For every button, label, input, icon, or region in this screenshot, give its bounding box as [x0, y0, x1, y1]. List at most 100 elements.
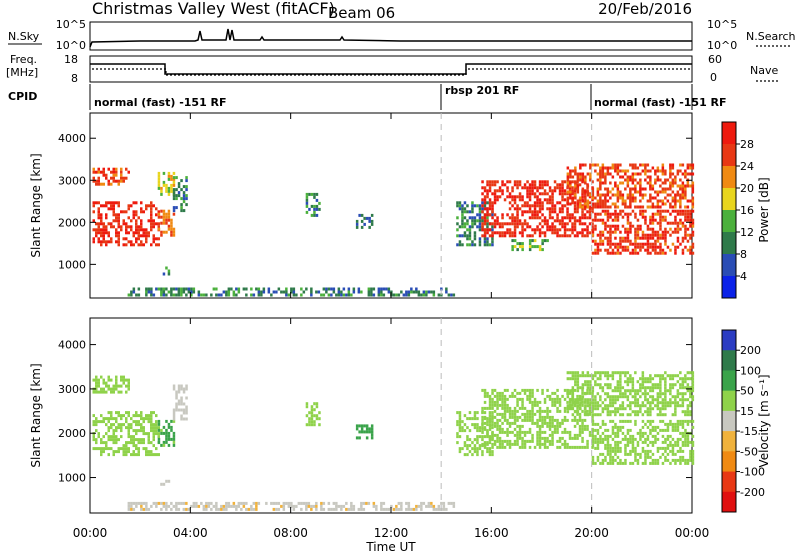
echo-cell	[120, 417, 123, 421]
echo-cell	[137, 287, 141, 291]
echo-cell	[681, 181, 685, 185]
echo-cell	[619, 413, 622, 417]
echo-cell	[127, 378, 130, 382]
echo-cell	[634, 212, 637, 216]
echo-cell	[679, 431, 682, 435]
echo-cell	[676, 401, 680, 405]
echo-cell	[105, 213, 108, 217]
echo-cell	[556, 213, 559, 217]
echo-cell	[182, 185, 186, 189]
echo-cell	[664, 458, 667, 462]
echo-cell	[679, 458, 682, 462]
echo-cell	[616, 245, 620, 249]
echo-cell	[222, 290, 226, 294]
echo-cell	[491, 180, 494, 184]
echo-cell	[147, 234, 150, 238]
echo-cell	[676, 227, 680, 231]
echo-cell	[636, 431, 640, 435]
echo-cell	[616, 218, 620, 222]
echo-cell	[536, 216, 539, 220]
echo-cell	[619, 209, 622, 213]
echo-cell	[115, 426, 118, 430]
echo-cell	[574, 184, 577, 188]
echo-cell	[543, 400, 547, 404]
echo-cell	[594, 224, 597, 228]
echo-cell	[649, 410, 652, 414]
echo-cell	[466, 222, 469, 226]
echo-cell	[538, 234, 542, 238]
echo-cell	[606, 172, 610, 176]
echo-cell	[237, 290, 241, 294]
echo-cell	[684, 419, 687, 423]
echo-cell	[644, 458, 647, 462]
echo-cell	[175, 293, 178, 297]
echo-cell	[140, 411, 143, 415]
echo-cell	[611, 218, 615, 222]
echo-cell	[225, 501, 228, 505]
echo-cell	[357, 287, 361, 291]
echo-cell	[659, 224, 662, 228]
echo-cell	[115, 384, 118, 388]
echo-cell	[458, 426, 462, 430]
colorbar-tick-label: 28	[740, 138, 754, 151]
echo-cell	[589, 386, 592, 390]
echo-cell	[656, 209, 660, 213]
echo-cell	[596, 443, 600, 447]
echo-cell	[676, 425, 680, 429]
echo-cell	[631, 377, 635, 381]
echo-cell	[370, 290, 373, 294]
echo-cell	[531, 388, 534, 392]
echo-cell	[651, 242, 655, 246]
echo-region	[172, 384, 188, 421]
echo-cell	[476, 426, 479, 430]
echo-cell	[586, 404, 590, 408]
echo-cell	[634, 419, 637, 423]
echo-cell	[105, 423, 108, 427]
echo-cell	[661, 434, 665, 438]
echo-cell	[538, 201, 542, 205]
echo-cell	[664, 398, 667, 402]
echo-cell	[571, 213, 574, 217]
echo-cell	[491, 414, 494, 418]
echo-cell	[546, 192, 549, 196]
echo-cell	[458, 450, 462, 454]
echo-cell	[676, 389, 680, 393]
echo-cell	[516, 210, 519, 214]
echo-cell	[142, 231, 145, 235]
echo-cell	[563, 439, 567, 443]
echo-cell	[626, 245, 630, 249]
echo-cell	[110, 222, 113, 226]
echo-cell	[140, 225, 143, 229]
echo-cell	[483, 234, 487, 238]
echo-cell	[300, 293, 303, 297]
echo-cell	[569, 371, 572, 375]
echo-cell	[664, 401, 667, 405]
echo-cell	[518, 195, 522, 199]
echo-cell	[574, 410, 577, 414]
echo-cell	[115, 441, 118, 445]
echo-cell	[491, 442, 494, 446]
echo-cell	[691, 224, 695, 228]
echo-cell	[513, 394, 517, 398]
echo-cell	[521, 234, 524, 238]
echo-cell	[563, 198, 567, 202]
echo-cell	[425, 290, 428, 294]
echo-cell	[466, 426, 469, 430]
echo-cell	[619, 389, 622, 393]
echo-cell	[614, 230, 617, 234]
echo-cell	[513, 231, 517, 235]
echo-cell	[95, 182, 98, 186]
echo-cell	[315, 402, 319, 406]
echo-cell	[466, 219, 469, 223]
echo-cell	[458, 225, 462, 229]
echo-cell	[594, 371, 597, 375]
echo-cell	[498, 234, 502, 238]
echo-cell	[684, 458, 687, 462]
echo-cell	[107, 231, 110, 235]
echo-cell	[649, 380, 652, 384]
echo-cell	[481, 415, 484, 419]
echo-cell	[581, 371, 585, 375]
echo-cell	[488, 207, 492, 211]
echo-cell	[681, 443, 685, 447]
colorbar-tick-label: -100	[740, 466, 765, 479]
